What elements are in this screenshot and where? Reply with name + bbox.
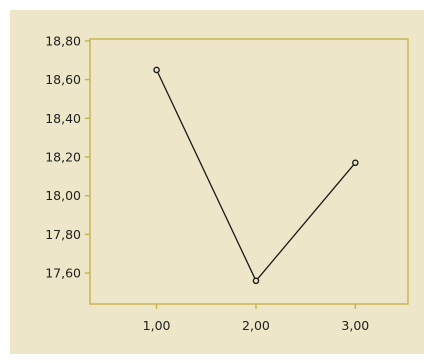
data-point bbox=[352, 159, 359, 167]
x-tick-label: 1,00 bbox=[143, 318, 171, 333]
data-point bbox=[252, 277, 260, 285]
y-axis: 17,60 17,80 18,00 18,20 18,40 18,60 18,80 bbox=[45, 33, 90, 281]
x-tick-label: 3,00 bbox=[341, 318, 369, 333]
x-axis: 1,00 2,00 3,00 bbox=[143, 304, 369, 333]
y-tick-label: 18,60 bbox=[45, 72, 81, 87]
plot-frame bbox=[89, 38, 409, 305]
y-tick-label: 18,20 bbox=[45, 149, 81, 164]
y-tick-label: 18,40 bbox=[45, 111, 81, 126]
y-tick-label: 18,00 bbox=[45, 188, 81, 203]
y-tick-label: 18,80 bbox=[45, 33, 81, 48]
series-layer bbox=[153, 66, 359, 285]
plot-area bbox=[90, 39, 408, 304]
y-tick-label: 17,80 bbox=[45, 227, 81, 242]
data-point bbox=[153, 66, 160, 74]
x-tick-label: 2,00 bbox=[242, 318, 270, 333]
y-tick-label: 17,60 bbox=[45, 266, 81, 281]
